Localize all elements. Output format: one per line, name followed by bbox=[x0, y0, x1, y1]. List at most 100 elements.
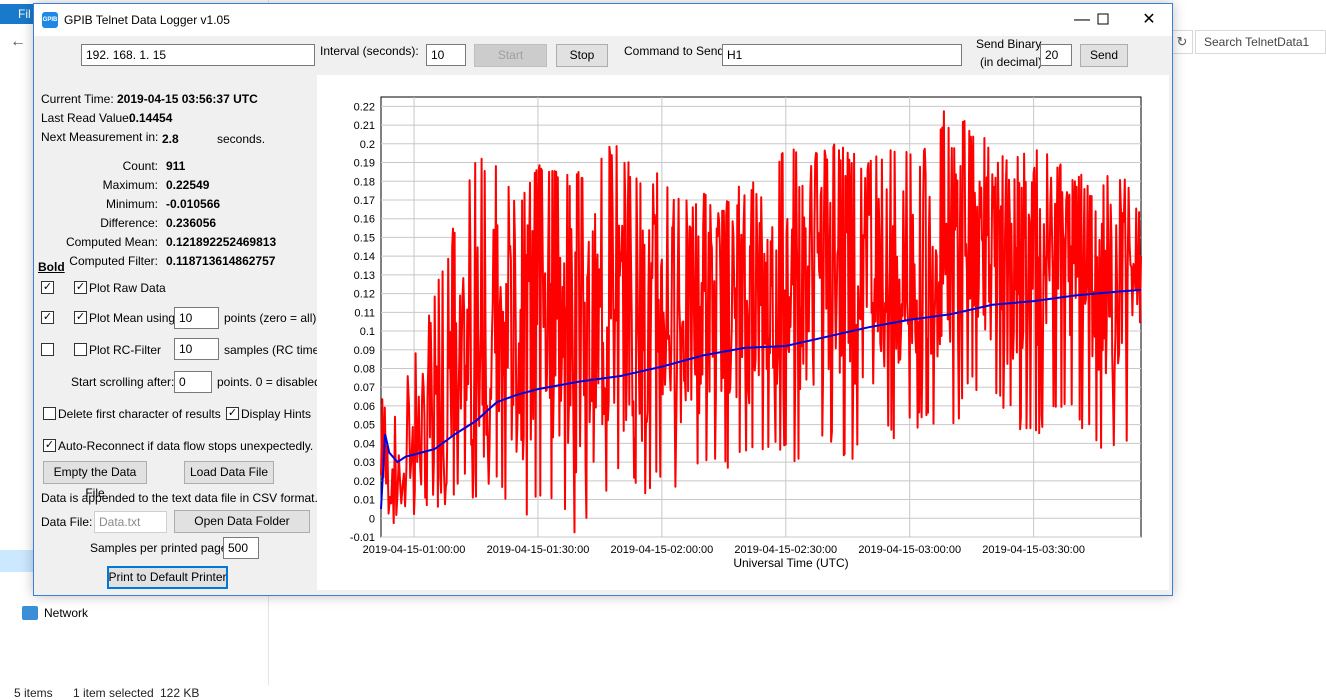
command-input[interactable]: H1 bbox=[722, 44, 962, 66]
y-tick-label: 0 bbox=[369, 513, 375, 525]
bold-toggle-label[interactable]: Bold bbox=[38, 260, 65, 274]
explorer-search-input[interactable]: Search TelnetData1 bbox=[1195, 30, 1326, 54]
minimize-icon[interactable]: — bbox=[1074, 11, 1090, 28]
y-tick-label: 0.05 bbox=[354, 420, 375, 432]
x-tick-label: 2019-04-15-02:00:00 bbox=[610, 544, 713, 556]
close-icon[interactable]: ✕ bbox=[1142, 11, 1156, 28]
samples-per-page-label: Samples per printed page: bbox=[90, 541, 231, 555]
difference-label: Difference: bbox=[100, 216, 158, 230]
x-tick-label: 2019-04-15-01:00:00 bbox=[363, 544, 466, 556]
explorer-file-tab[interactable]: Fil bbox=[0, 4, 34, 24]
open-data-folder-button[interactable]: Open Data Folder bbox=[174, 510, 310, 533]
computed-filter-value: 0.118713614862757 bbox=[166, 254, 276, 268]
delete-first-char-checkbox[interactable] bbox=[43, 407, 56, 420]
y-tick-label: 0.19 bbox=[354, 158, 375, 170]
x-tick-label: 2019-04-15-03:30:00 bbox=[982, 544, 1085, 556]
plot-mean-label: Plot Mean using bbox=[89, 311, 176, 325]
send-binary-input[interactable]: 20 bbox=[1040, 44, 1072, 66]
auto-reconnect-label: Auto-Reconnect if data flow stops unexpe… bbox=[58, 439, 314, 453]
empty-data-file-button[interactable]: Empty the Data File bbox=[43, 461, 147, 500]
plot-rc-label: Plot RC-Filter bbox=[89, 343, 162, 357]
minimum-value: -0.010566 bbox=[166, 197, 221, 211]
refresh-icon[interactable]: ↻ bbox=[1171, 30, 1193, 54]
next-measurement-value: 2.8 bbox=[162, 132, 179, 146]
auto-reconnect-checkbox[interactable]: ✓ bbox=[43, 439, 56, 452]
ip-address-input[interactable]: 192. 168. 1. 15 bbox=[81, 44, 315, 66]
plot-rc-unit: samples (RC time) bbox=[224, 343, 324, 357]
y-tick-label: 0.17 bbox=[354, 195, 375, 207]
explorer-network-item[interactable]: Network bbox=[22, 606, 88, 620]
plot-rc-input[interactable]: 10 bbox=[174, 338, 219, 360]
plot-mean-checkbox[interactable]: ✓ bbox=[74, 311, 87, 324]
y-tick-label: 0.08 bbox=[354, 363, 375, 375]
maximum-value: 0.22549 bbox=[166, 178, 210, 192]
explorer-status-bar: 5 items 1 item selected 122 KB bbox=[0, 685, 1326, 700]
last-read-label: Last Read Value: bbox=[41, 111, 133, 125]
y-tick-label: 0.16 bbox=[354, 214, 375, 226]
y-tick-label: 0.15 bbox=[354, 232, 375, 244]
y-tick-label: 0.13 bbox=[354, 270, 375, 282]
load-data-file-button[interactable]: Load Data File bbox=[184, 461, 274, 484]
minimum-label: Minimum: bbox=[105, 197, 158, 211]
send-button[interactable]: Send bbox=[1080, 44, 1128, 67]
data-file-input[interactable]: Data.txt bbox=[94, 511, 167, 533]
y-tick-label: 0.2 bbox=[360, 139, 375, 151]
window-title: GPIB Telnet Data Logger v1.05 bbox=[64, 13, 230, 27]
y-tick-label: 0.18 bbox=[354, 176, 375, 188]
start-button[interactable]: Start bbox=[474, 44, 547, 67]
next-measurement-unit: seconds. bbox=[217, 132, 266, 146]
data-logger-window: GPIB GPIB Telnet Data Logger v1.05 — ✕ 1… bbox=[33, 3, 1173, 596]
scroll-label: Start scrolling after: bbox=[71, 375, 175, 389]
x-tick-label: 2019-04-15-01:30:00 bbox=[487, 544, 590, 556]
current-time-label: Current Time: bbox=[41, 92, 114, 106]
title-bar[interactable]: GPIB GPIB Telnet Data Logger v1.05 — ✕ bbox=[34, 4, 1172, 36]
app-icon: GPIB bbox=[42, 12, 58, 28]
y-tick-label: 0.03 bbox=[354, 457, 375, 469]
scroll-input[interactable]: 0 bbox=[174, 371, 212, 393]
data-chart: 0.22 0.21 0.2 0.19 0.18 0.17 0.16 0.15 0.14 0.13 0… bbox=[350, 96, 1142, 570]
y-tick-label: -0.01 bbox=[350, 532, 375, 544]
computed-mean-value: 0.121892252469813 bbox=[166, 235, 277, 249]
y-tick-label: 0.02 bbox=[354, 476, 375, 488]
plot-rc-checkbox[interactable] bbox=[74, 343, 87, 356]
y-tick-label: 0.11 bbox=[354, 307, 375, 319]
x-tick-label: 2019-04-15-03:00:00 bbox=[858, 544, 961, 556]
status-size: 122 KB bbox=[160, 686, 200, 700]
status-selected: 1 item selected bbox=[73, 686, 154, 700]
y-tick-label: 0.21 bbox=[354, 120, 375, 132]
next-measurement-label: Next Measurement in: bbox=[41, 130, 159, 144]
back-arrow-icon[interactable]: ← bbox=[10, 33, 26, 50]
maximize-icon[interactable] bbox=[1080, 4, 1126, 36]
bold-plot-rc-checkbox[interactable] bbox=[41, 343, 54, 356]
append-note: Data is appended to the text data file i… bbox=[41, 491, 318, 505]
plot-mean-input[interactable]: 10 bbox=[174, 307, 219, 329]
y-tick-label: 0.06 bbox=[354, 401, 375, 413]
stop-button[interactable]: Stop bbox=[556, 44, 608, 67]
computed-filter-label: Computed Filter: bbox=[69, 254, 158, 268]
display-hints-checkbox[interactable]: ✓ bbox=[226, 407, 239, 420]
samples-per-page-input[interactable]: 500 bbox=[223, 537, 259, 559]
network-label: Network bbox=[44, 606, 89, 620]
y-tick-label: 0.12 bbox=[354, 289, 375, 301]
plot-raw-checkbox[interactable]: ✓ bbox=[74, 281, 87, 294]
count-value: 911 bbox=[166, 159, 186, 173]
explorer-selected-item[interactable] bbox=[0, 550, 34, 572]
bold-plot-mean-checkbox[interactable]: ✓ bbox=[41, 311, 54, 324]
scroll-unit: points. 0 = disabled. bbox=[217, 375, 325, 389]
count-label: Count: bbox=[122, 159, 158, 173]
chart-panel: 0.22 0.21 0.2 0.19 0.18 0.17 0.16 0.15 0.14 0.13 0… bbox=[317, 75, 1169, 590]
network-icon bbox=[22, 606, 38, 620]
display-hints-label: Display Hints bbox=[241, 407, 312, 421]
print-button[interactable]: Print to Default Printer bbox=[107, 566, 228, 589]
interval-input[interactable]: 10 bbox=[426, 44, 466, 66]
command-label: Command to Send: bbox=[624, 44, 728, 58]
maximum-label: Maximum: bbox=[102, 178, 158, 192]
bold-plot-raw-checkbox[interactable]: ✓ bbox=[41, 281, 54, 294]
interval-label: Interval (seconds): bbox=[320, 44, 419, 58]
raw-data-series bbox=[380, 110, 1142, 534]
y-tick-label: 0.07 bbox=[354, 382, 375, 394]
y-tick-label: 0.1 bbox=[360, 326, 375, 338]
y-tick-label: 0.04 bbox=[354, 438, 375, 450]
send-binary-sublabel: (in decimal) bbox=[980, 55, 1043, 69]
computed-mean-label: Computed Mean: bbox=[65, 235, 158, 249]
